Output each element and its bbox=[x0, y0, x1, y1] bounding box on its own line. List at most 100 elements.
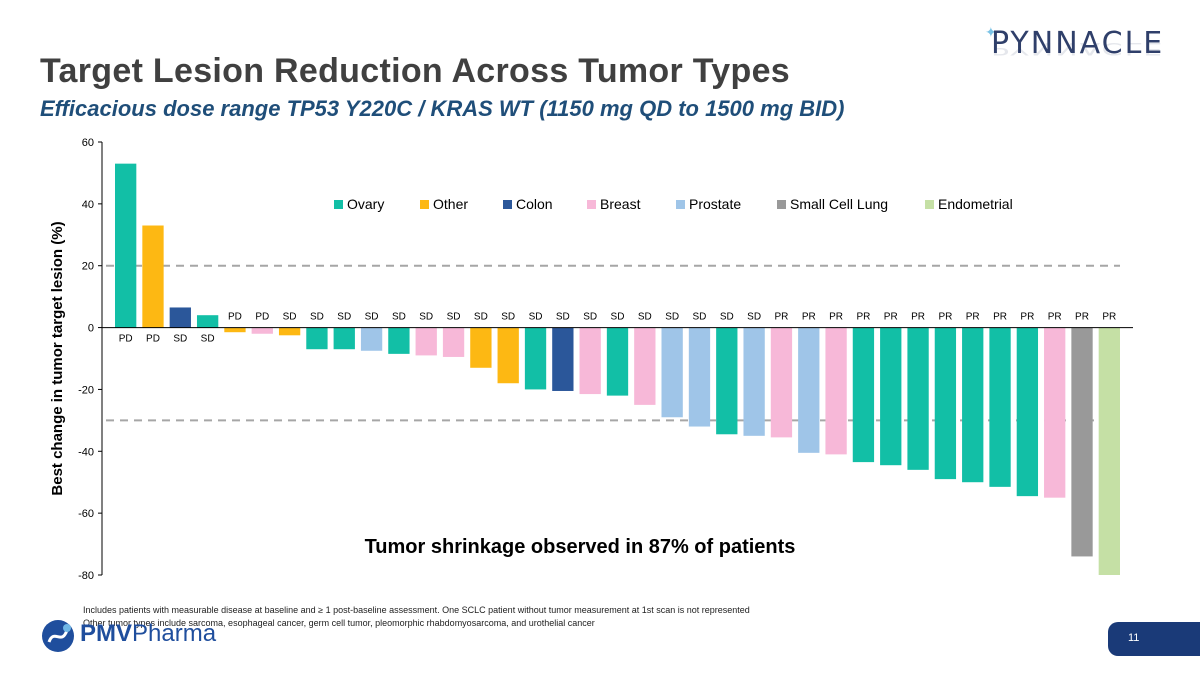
bar bbox=[880, 327, 902, 466]
pmv-molecule-icon bbox=[42, 620, 74, 652]
response-label: PR bbox=[829, 312, 843, 323]
response-label: PR bbox=[993, 312, 1007, 323]
response-label: PR bbox=[911, 312, 925, 323]
bar bbox=[825, 327, 847, 455]
bar bbox=[798, 327, 820, 453]
y-tick-label: 20 bbox=[82, 261, 94, 273]
legend-swatch bbox=[334, 200, 343, 209]
response-label: SD bbox=[665, 312, 679, 323]
footnote-measurable-disease: Includes patients with measurable diseas… bbox=[83, 605, 750, 615]
bar bbox=[388, 327, 410, 354]
bar bbox=[661, 327, 683, 418]
response-label: PD bbox=[228, 312, 242, 323]
legend-label: Endometrial bbox=[938, 196, 1013, 212]
response-label: PR bbox=[1102, 312, 1116, 323]
bar bbox=[442, 327, 465, 357]
pmv-logo-text: PMVPharma bbox=[80, 620, 216, 648]
pynnacle-logo: ✦ PYNNACLE PYNNACLE bbox=[985, 24, 1165, 80]
page-subtitle: Efficacious dose range TP53 Y220C / KRAS… bbox=[40, 96, 845, 121]
response-label: PD bbox=[119, 334, 133, 345]
bar bbox=[251, 327, 273, 334]
pmv-logo-rest: Pharma bbox=[132, 620, 217, 647]
legend-label: Prostate bbox=[689, 196, 741, 212]
response-label: PR bbox=[966, 312, 980, 323]
bar bbox=[333, 327, 355, 350]
bar bbox=[115, 163, 137, 328]
y-axis-title: Best change in tumor target lesion (%) bbox=[49, 221, 66, 495]
response-label: SD bbox=[201, 334, 215, 345]
legend-swatch bbox=[777, 200, 786, 209]
page-number: 11 bbox=[1128, 632, 1140, 644]
bar bbox=[989, 327, 1011, 487]
bar bbox=[1044, 327, 1066, 498]
response-label: PR bbox=[884, 312, 898, 323]
waterfall-chart: 60 40 20 0 -20 -40 -60 -80 Best change in tumor … bbox=[49, 137, 1133, 582]
response-label: PR bbox=[1020, 312, 1034, 323]
pynnacle-logo-text: PYNNACLE bbox=[991, 26, 1165, 61]
legend-swatch bbox=[503, 200, 512, 209]
legend-label: Breast bbox=[600, 196, 641, 212]
legend-swatch bbox=[676, 200, 685, 209]
response-label: SD bbox=[501, 312, 515, 323]
sparkle-icon: ✦ bbox=[985, 24, 997, 40]
page-number-badge: 11 bbox=[1108, 622, 1200, 656]
pmv-logo-strong: PMV bbox=[80, 620, 133, 647]
legend-label: Other bbox=[433, 196, 468, 212]
y-tick-label: -40 bbox=[78, 446, 94, 458]
bar bbox=[579, 327, 601, 395]
response-label: SD bbox=[474, 312, 488, 323]
bar bbox=[1098, 327, 1120, 575]
bar bbox=[907, 327, 929, 470]
page-title: Target Lesion Reduction Across Tumor Typ… bbox=[40, 52, 791, 90]
response-label: SD bbox=[365, 312, 379, 323]
bar bbox=[196, 315, 219, 328]
bar bbox=[852, 327, 875, 463]
bar bbox=[470, 327, 492, 368]
response-label: SD bbox=[310, 312, 324, 323]
response-label: PR bbox=[938, 312, 952, 323]
y-tick-label: 60 bbox=[82, 137, 94, 149]
bar bbox=[688, 327, 711, 427]
bar bbox=[770, 327, 793, 438]
bar bbox=[360, 327, 383, 351]
bar bbox=[169, 307, 191, 328]
bar bbox=[743, 327, 765, 436]
bar bbox=[415, 327, 437, 356]
y-tick-label: -20 bbox=[78, 384, 94, 396]
bar bbox=[716, 327, 738, 435]
bar bbox=[1071, 327, 1093, 557]
response-label: SD bbox=[638, 312, 652, 323]
bar bbox=[224, 327, 246, 333]
legend-label: Ovary bbox=[347, 196, 384, 212]
y-tick-label: 40 bbox=[82, 199, 94, 211]
response-label: SD bbox=[556, 312, 570, 323]
response-label: PR bbox=[802, 312, 816, 323]
y-tick-label: 0 bbox=[88, 323, 94, 335]
legend-swatch bbox=[587, 200, 596, 209]
response-label: PR bbox=[1075, 312, 1089, 323]
response-label: SD bbox=[611, 312, 625, 323]
response-label: SD bbox=[720, 312, 734, 323]
bar bbox=[278, 327, 301, 336]
response-label: PR bbox=[856, 312, 870, 323]
response-label: PR bbox=[774, 312, 788, 323]
bar bbox=[306, 327, 328, 350]
legend-swatch bbox=[925, 200, 934, 209]
response-label: SD bbox=[419, 312, 433, 323]
bar bbox=[934, 327, 957, 480]
chart-annotation: Tumor shrinkage observed in 87% of patie… bbox=[365, 536, 796, 558]
response-label: SD bbox=[447, 312, 461, 323]
response-label: SD bbox=[529, 312, 543, 323]
bar bbox=[634, 327, 656, 405]
y-tick-label: -60 bbox=[78, 508, 94, 520]
response-label: SD bbox=[693, 312, 707, 323]
response-label: PD bbox=[255, 312, 269, 323]
bar bbox=[524, 327, 547, 390]
bar bbox=[552, 327, 574, 391]
footnote-other-tumor-types: Other tumor types include sarcoma, esoph… bbox=[83, 618, 595, 628]
response-label: SD bbox=[583, 312, 597, 323]
response-label: PR bbox=[1048, 312, 1062, 323]
response-label: SD bbox=[283, 312, 297, 323]
legend-swatch bbox=[420, 200, 429, 209]
response-label: PD bbox=[146, 334, 160, 345]
